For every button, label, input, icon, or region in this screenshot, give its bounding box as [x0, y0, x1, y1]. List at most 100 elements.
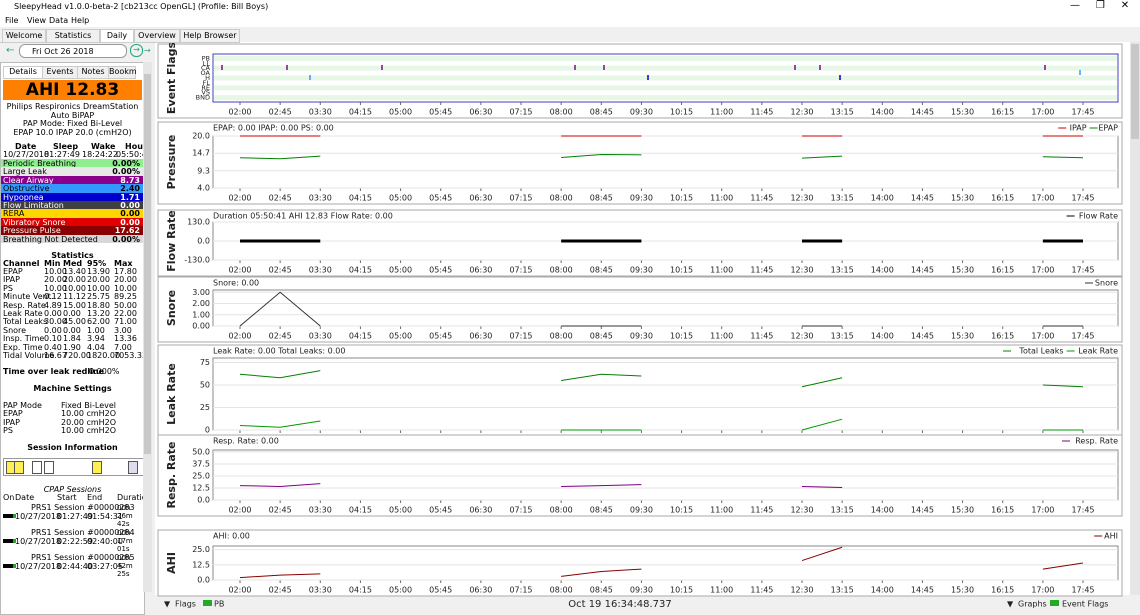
x-tick-label: 03:30	[309, 332, 332, 341]
stat-cell: 3.00	[114, 325, 132, 335]
session-on[interactable]	[3, 564, 16, 568]
graphs-item[interactable]: Event Flags	[1062, 600, 1108, 609]
x-tick-label: 07:15	[509, 108, 532, 117]
x-tick-label: 09:30	[630, 266, 653, 275]
stat-cell: EPAP	[3, 267, 23, 276]
flag-band	[214, 95, 1117, 100]
window-controls[interactable]: — ❐ ✕	[1070, 0, 1130, 11]
flags-item[interactable]: PB	[214, 600, 224, 609]
go-button[interactable]: →	[130, 44, 143, 57]
stat-cell: 13.90	[87, 267, 110, 276]
stat-cell: 0.40	[44, 342, 62, 352]
y-tick-label: -130.0	[184, 256, 210, 265]
x-tick-label: 02:45	[269, 266, 292, 275]
session-start: 02:44:40	[57, 562, 93, 571]
x-tick-label: 09:30	[630, 332, 653, 341]
session-date: 10/27/2018	[15, 562, 62, 571]
x-tick-label: 11:45	[750, 266, 773, 275]
y-tick-label: 3.00	[192, 288, 210, 297]
x-tick-label: 07:15	[509, 506, 532, 515]
menu-item[interactable]: File	[5, 16, 19, 25]
flags-menu[interactable]: Flags	[175, 600, 196, 609]
index-row	[1, 184, 144, 193]
x-tick-label: 06:30	[469, 266, 492, 275]
x-tick-label: 12:30	[790, 586, 813, 595]
flag-band	[214, 75, 1117, 81]
stat-header: Max	[114, 259, 133, 268]
index-name: Vibratory Snore	[3, 217, 66, 227]
session-on[interactable]	[3, 539, 16, 543]
plot-box	[212, 545, 1119, 581]
side-tab[interactable]: Bookm	[108, 66, 137, 79]
session-on[interactable]	[3, 514, 16, 518]
index-value: 0.00	[120, 217, 140, 227]
legend-entry: IPAP	[1070, 124, 1087, 133]
x-tick-label: 13:15	[831, 332, 854, 341]
tab[interactable]: Statistics	[46, 29, 100, 43]
flag-swatch	[203, 600, 212, 606]
x-tick-label: 02:00	[228, 194, 251, 203]
stat-cell: 11.12	[63, 292, 86, 302]
next-day[interactable]: →	[144, 46, 151, 55]
x-tick-label: 06:30	[469, 506, 492, 515]
y-tick-label: 25	[200, 403, 210, 412]
date-box[interactable]	[19, 44, 127, 58]
stat-cell: 20.00	[63, 275, 86, 285]
graph-info: Leak Rate: 0.00 Total Leaks: 0.00	[213, 347, 345, 356]
graphs-menu[interactable]: Graphs	[1018, 600, 1047, 609]
y-tick-label: 2.00	[192, 299, 210, 308]
menu-item[interactable]: Help	[71, 16, 90, 25]
graph-title: Flow Rate	[165, 210, 178, 271]
arrow: ▼	[1007, 600, 1014, 609]
x-tick-label: 05:45	[429, 332, 452, 341]
scroll-thumb[interactable]	[1131, 44, 1139, 139]
setting-cell: PS	[3, 426, 13, 436]
flag-label: BND	[196, 94, 210, 102]
prev-day[interactable]: ←	[6, 45, 15, 56]
flag-band	[214, 56, 1117, 61]
tab[interactable]: Help Browser	[180, 29, 240, 43]
stat-cell: 30.00	[44, 317, 67, 327]
x-tick-label: 08:45	[590, 266, 613, 275]
day-cell: 01:27:49	[44, 150, 80, 159]
graph-title: Event Flags	[165, 41, 178, 114]
x-tick-label: 05:00	[389, 266, 412, 275]
flag-label: H	[205, 74, 210, 82]
x-tick-label: 14:45	[911, 332, 934, 341]
stat-cell: 13.20	[87, 309, 110, 318]
menu-item[interactable]: View	[27, 16, 46, 25]
x-tick-label: 07:15	[509, 332, 532, 341]
x-tick-label: 09:30	[630, 194, 653, 203]
x-tick-label: 13:15	[831, 506, 854, 515]
trace	[801, 377, 843, 388]
stat-cell: Insp. Time	[3, 334, 45, 344]
x-tick-label: 17:00	[1031, 586, 1054, 595]
x-tick-label: 11:00	[710, 586, 733, 595]
stat-cell: 0.00	[63, 325, 81, 335]
tab[interactable]: Welcome	[2, 29, 46, 43]
x-tick-label: 11:00	[710, 194, 733, 203]
session-duration: 00h 17m 01s	[117, 529, 133, 553]
tab[interactable]: Overview	[134, 29, 180, 43]
y-tick-label: 130.0	[187, 218, 210, 227]
x-tick-label: 17:00	[1031, 332, 1054, 341]
x-tick-label: 10:15	[670, 586, 693, 595]
x-tick-label: 08:00	[550, 108, 573, 117]
legend-entry: Leak Rate	[1078, 347, 1118, 356]
x-tick-label: 10:15	[670, 108, 693, 117]
machine-info: Auto BiPAP	[50, 110, 95, 120]
session-end: 01:54:31	[87, 512, 123, 521]
x-tick-label: 14:00	[871, 266, 894, 275]
setting-cell: 10.00 cmH2O	[61, 426, 117, 436]
graph-scrollbar[interactable]	[1130, 42, 1140, 595]
x-tick-label: 17:45	[1071, 266, 1094, 275]
menu-item[interactable]: Data	[49, 16, 69, 25]
x-tick-label: 17:45	[1071, 108, 1094, 117]
day-header: Date	[15, 142, 37, 151]
index-value: 0.00	[120, 209, 140, 219]
trace	[239, 291, 321, 327]
trace	[801, 418, 843, 431]
sidebar-scrollbar[interactable]	[143, 62, 152, 592]
tab[interactable]: Daily	[100, 29, 134, 43]
x-tick-label: 06:30	[469, 332, 492, 341]
